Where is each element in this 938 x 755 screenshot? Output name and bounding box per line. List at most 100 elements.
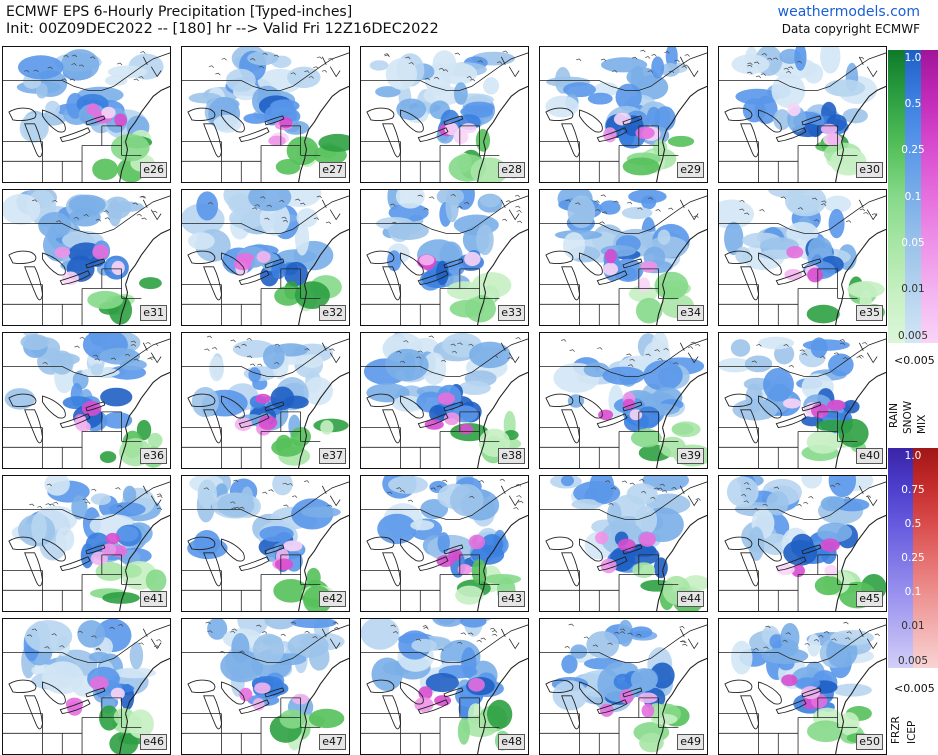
precip-map [182,476,349,611]
precip-map [719,336,886,468]
copyright-note: Data copyright ECMWF [781,22,920,36]
precip-map [719,476,886,611]
precip-map [361,333,528,468]
ensemble-panel-e34: e34 [539,189,708,326]
colorbar-tick: 0.1 [904,190,922,203]
ensemble-panel-e50: e50 [718,618,887,755]
colorbar-column [888,50,905,343]
colorbar-tick: 0.01 [901,282,925,295]
colorbar-column [913,448,938,668]
precip-map [540,190,707,325]
ensemble-panel-e48: e48 [360,618,529,755]
colorbar-tick: 0.75 [901,484,925,496]
colorbar-tick: 1.0 [904,450,922,462]
precip-map [3,49,170,182]
ensemble-panel-e35: e35 [718,189,887,326]
colorbar-tick: 1.0 [904,52,922,64]
colorbar-tick: 0.25 [901,552,925,564]
member-label: e37 [319,448,346,464]
ensemble-panel-e28: e28 [360,46,529,183]
precip-map [182,619,349,754]
ensemble-panel-e40: e40 [718,332,887,469]
colorbar-tick: 0.5 [904,98,922,111]
colorbar-column [888,448,913,668]
precip-map [719,47,886,182]
member-label: e28 [498,162,525,178]
chart-title: ECMWF EPS 6-Hourly Precipitation [Typed-… [6,4,353,20]
member-label: e35 [856,305,883,321]
member-label: e39 [677,448,704,464]
member-label: e46 [140,734,167,750]
ensemble-panel-e33: e33 [360,189,529,326]
ensemble-panel-e47: e47 [181,618,350,755]
member-label: e50 [856,734,883,750]
member-label: e45 [856,591,883,607]
colorbar-tick: 0.5 [904,518,922,530]
member-label: e29 [677,162,704,178]
site-link[interactable]: weathermodels.com [777,4,920,20]
member-label: e30 [856,162,883,178]
member-label: e43 [498,591,525,607]
ensemble-panel-e49: e49 [539,618,708,755]
member-label: e42 [319,591,346,607]
member-label: e44 [677,591,704,607]
ensemble-panel-e38: e38 [360,332,529,469]
member-label: e26 [140,162,167,178]
legend-type-frzr: FRZR [890,716,902,744]
ensemble-panel-e26: e26 [2,46,171,183]
colorbar-tick: 0.25 [901,144,925,157]
member-label: e32 [319,305,346,321]
precip-map [3,190,170,325]
ensemble-panel-e27: e27 [181,46,350,183]
ensemble-panel-e39: e39 [539,332,708,469]
precip-map [361,619,528,754]
member-label: e48 [498,734,525,750]
lower-colorbar: 1.0 0.75 0.5 0.25 0.1 0.01 0.005 [888,448,938,668]
ensemble-panel-e41: e41 [2,475,171,612]
ensemble-panel-e32: e32 [181,189,350,326]
ensemble-panel-e46: e46 [2,618,171,755]
colorbar-column [904,50,922,343]
member-label: e27 [319,162,346,178]
ensemble-panel-e42: e42 [181,475,350,612]
member-label: e34 [677,305,704,321]
ensemble-panel-e36: e36 [2,332,171,469]
member-label: e33 [498,305,525,321]
legend-type-rain: RAIN [888,402,900,428]
ensemble-panel-e45: e45 [718,475,887,612]
member-label: e49 [677,734,704,750]
precip-map [719,621,886,754]
colorbar-tick: 0.005 [897,655,929,667]
precip-map [361,50,528,182]
member-label: e38 [498,448,525,464]
colorbar-tick: 0.01 [901,620,925,632]
precip-map [182,335,349,468]
ensemble-panel-e31: e31 [2,189,171,326]
upper-below-label: <0.005 [894,354,935,367]
precip-map [540,619,707,754]
member-label: e31 [140,305,167,321]
ensemble-panel-e43: e43 [360,475,529,612]
legend-type-mix: MIX [916,414,928,434]
precip-map [3,619,170,754]
colorbar-tick: 0.1 [904,586,922,598]
precip-map [540,47,707,182]
init-valid-line: Init: 00Z09DEC2022 -- [180] hr --> Valid… [6,21,439,37]
member-label: e41 [140,591,167,607]
member-label: e40 [856,448,883,464]
upper-colorbar: 1.0 0.5 0.25 0.1 0.05 0.01 0.005 [888,50,938,343]
ensemble-panel-e29: e29 [539,46,708,183]
colorbar-tick: 0.005 [897,330,929,342]
precip-map [182,47,349,182]
precip-map [719,190,886,325]
lower-below-label: <0.005 [894,682,935,695]
colorbar-tick: 0.05 [901,236,925,249]
colorbar-column [921,50,938,343]
member-label: e36 [140,448,167,464]
legend-type-icep: ICEP [906,720,918,744]
legend-type-snow: SNOW [902,400,914,434]
precip-map [182,190,349,325]
ensemble-panel-e44: e44 [539,475,708,612]
ensemble-panel-e30: e30 [718,46,887,183]
precip-map [3,476,170,611]
